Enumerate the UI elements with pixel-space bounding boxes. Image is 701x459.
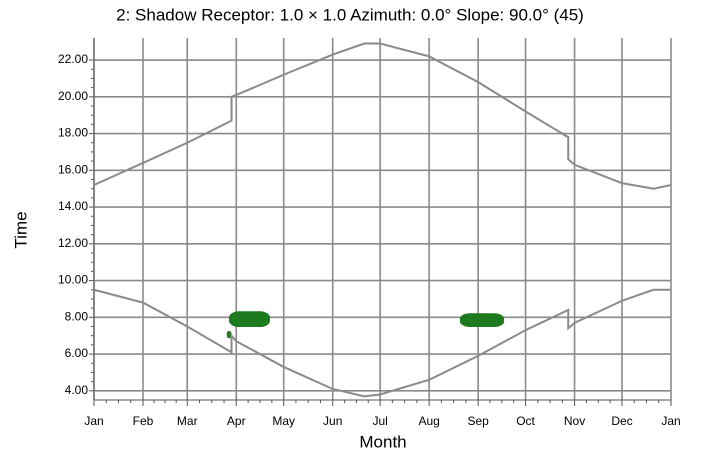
x-tick-label: Jan — [84, 414, 103, 428]
x-tick-label: Jan — [661, 414, 680, 428]
x-tick-label: Sep — [467, 414, 489, 428]
x-tick-label: Apr — [227, 414, 246, 428]
x-tick-label: Aug — [418, 414, 439, 428]
x-tick-label: Jul — [372, 414, 387, 428]
y-tick-label: 14.00 — [58, 199, 88, 213]
y-tick-label: 8.00 — [65, 309, 89, 323]
y-tick-label: 16.00 — [58, 162, 88, 176]
series-line — [93, 288, 671, 398]
x-tick-label: May — [272, 414, 295, 428]
y-tick-label: 12.00 — [58, 236, 88, 250]
y-tick-label: 18.00 — [58, 126, 88, 140]
y-tick-label: 10.00 — [58, 273, 88, 287]
shadow-area — [226, 331, 232, 339]
x-tick-label: Jun — [323, 414, 342, 428]
y-tick-label: 22.00 — [58, 52, 88, 66]
chart-title: 2: Shadow Receptor: 1.0 × 1.0 Azimuth: 0… — [116, 5, 584, 24]
y-tick-label: 6.00 — [65, 346, 89, 360]
shadow-area — [459, 313, 505, 328]
x-tick-label: Dec — [611, 414, 632, 428]
y-tick-label: 4.00 — [65, 383, 89, 397]
y-axis-label: Time — [11, 211, 30, 248]
series-line — [93, 42, 672, 190]
x-tick-label: Oct — [516, 414, 535, 428]
x-tick-label: Mar — [177, 414, 198, 428]
x-axis-label: Month — [359, 432, 406, 451]
y-tick-label: 20.00 — [58, 89, 88, 103]
shadow-area — [229, 311, 270, 328]
x-tick-label: Feb — [133, 414, 154, 428]
x-tick-label: Nov — [564, 414, 585, 428]
